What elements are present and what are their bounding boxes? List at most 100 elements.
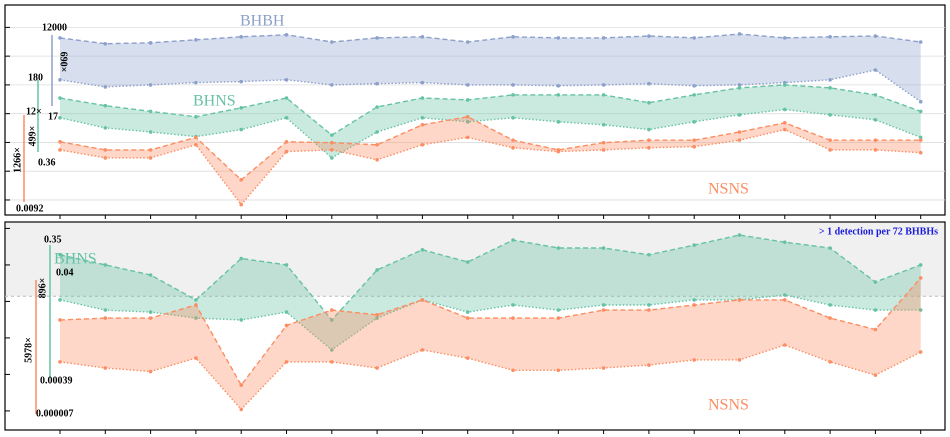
lower-point <box>465 120 470 124</box>
upper-point <box>420 96 425 100</box>
upper-point <box>737 32 742 36</box>
lower-point <box>918 350 923 354</box>
annotation: 1266× <box>12 147 23 173</box>
upper-point <box>148 273 153 277</box>
lower-point <box>465 83 470 87</box>
lower-point <box>330 348 334 352</box>
upper-point <box>918 109 923 114</box>
lower-line <box>59 69 922 103</box>
lower-point <box>284 115 289 120</box>
upper-point <box>918 276 923 280</box>
upper-point <box>330 318 334 322</box>
lower-point <box>465 310 470 314</box>
upper-point <box>737 233 742 237</box>
upper-point <box>556 93 561 97</box>
lower-point <box>601 366 606 370</box>
upper-point <box>330 140 334 145</box>
lower-point <box>148 310 153 314</box>
upper-point <box>511 238 515 242</box>
lower-point <box>828 113 832 117</box>
bottom-panel <box>4 221 946 434</box>
population-label: NSNS <box>708 397 749 414</box>
lower-point <box>239 407 243 412</box>
annotation: 0.000007 <box>36 408 74 419</box>
lower-point <box>148 369 153 374</box>
lower-point <box>284 360 289 364</box>
lower-point <box>58 298 62 302</box>
upper-point <box>420 247 425 252</box>
upper-point <box>103 103 108 108</box>
annotation: 0.35 <box>44 234 62 245</box>
upper-point <box>420 298 425 302</box>
lower-point <box>783 293 787 297</box>
lower-point <box>647 127 651 132</box>
upper-point <box>148 109 153 114</box>
lower-point <box>239 127 243 132</box>
lower-point <box>737 138 742 142</box>
annotation: 12× <box>26 106 42 117</box>
lower-point <box>420 142 425 147</box>
lower-point <box>783 107 787 112</box>
upper-point <box>239 35 243 39</box>
lower-point <box>239 318 243 322</box>
lower-point <box>647 363 651 367</box>
upper-point <box>375 268 379 272</box>
upper-point <box>511 316 515 320</box>
lower-point <box>284 78 289 82</box>
lower-point <box>601 123 606 127</box>
lower-point <box>330 83 334 87</box>
lower-point <box>828 360 832 364</box>
lower-point <box>420 115 425 120</box>
lower-point <box>330 148 334 152</box>
lower-point <box>647 81 651 86</box>
lower-point <box>511 303 515 307</box>
lower-point <box>511 115 515 120</box>
lower-point <box>511 146 515 150</box>
upper-point <box>103 148 108 152</box>
upper-point <box>420 123 425 127</box>
annotation: 499× <box>27 126 38 147</box>
population-label: BHBH <box>240 13 285 30</box>
upper-point <box>375 36 379 40</box>
upper-point <box>783 298 787 302</box>
upper-line <box>59 277 922 387</box>
upper-point <box>828 246 832 250</box>
lower-point <box>556 149 561 154</box>
band <box>60 277 921 410</box>
upper-point <box>873 93 878 97</box>
lower-point <box>828 78 832 82</box>
lower-point <box>692 84 696 88</box>
lower-point <box>375 81 379 86</box>
lower-point <box>556 84 561 88</box>
upper-point <box>194 135 198 140</box>
lower-point <box>330 156 334 160</box>
lower-point <box>330 360 334 364</box>
upper-point <box>737 130 742 134</box>
lower-point <box>601 83 606 87</box>
lower-point <box>647 146 651 150</box>
upper-point <box>103 263 108 267</box>
upper-point <box>194 298 198 302</box>
upper-point <box>103 41 108 46</box>
upper-point <box>330 133 334 137</box>
lower-point <box>375 130 379 134</box>
lower-point <box>873 373 878 377</box>
upper-point <box>783 240 787 244</box>
upper-point <box>375 142 379 147</box>
lower-point <box>194 356 198 360</box>
upper-point <box>783 83 787 87</box>
band <box>60 34 921 102</box>
lower-point <box>148 130 153 134</box>
upper-line <box>59 234 921 322</box>
upper-line <box>59 116 921 181</box>
lower-point <box>375 366 379 370</box>
upper-point <box>194 38 198 42</box>
lower-point <box>375 157 379 162</box>
lower-point <box>511 83 515 87</box>
upper-point <box>284 323 289 328</box>
upper-point <box>737 86 742 90</box>
upper-point <box>239 178 243 182</box>
upper-point <box>58 36 62 40</box>
lower-line <box>59 128 921 206</box>
lower-point <box>556 368 561 373</box>
